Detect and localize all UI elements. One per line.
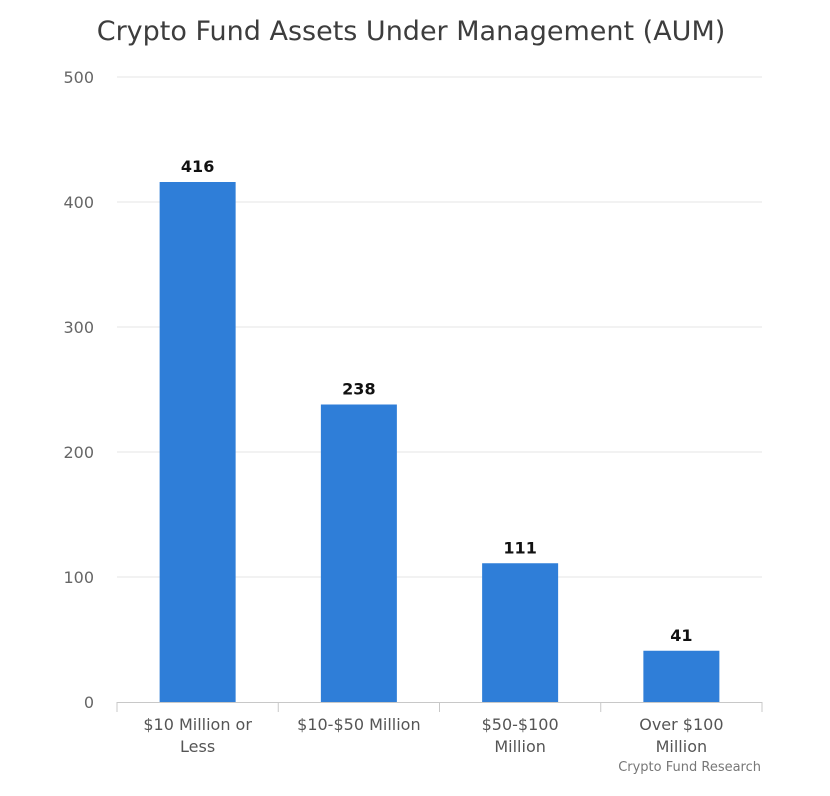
bar	[482, 563, 559, 702]
x-tick-label-line: $10 Million or	[143, 715, 252, 734]
y-tick-label: 0	[84, 693, 94, 712]
bar	[320, 404, 397, 702]
data-label: 111	[503, 538, 536, 557]
x-tick-label: Over $100 Million	[639, 715, 723, 756]
y-axis-ticks: 0 100 200 300 400 500	[63, 68, 94, 712]
chart-credit: Crypto Fund Research	[618, 760, 761, 775]
chart-title: Crypto Fund Assets Under Management (AUM…	[97, 16, 726, 47]
x-tick-label: $50-$100 Million	[482, 715, 559, 756]
data-labels: 416 238 111 41	[181, 157, 693, 645]
x-tick-label-line: $50-$100	[482, 715, 559, 734]
x-tick-label-line: $10-$50 Million	[297, 715, 420, 734]
y-tick-label: 100	[63, 568, 94, 587]
bar	[643, 650, 720, 702]
bar	[159, 182, 236, 702]
x-tick-label: $10-$50 Million	[297, 715, 420, 734]
x-tick-label-line: Over $100	[639, 715, 723, 734]
data-label: 41	[670, 626, 692, 645]
x-tick-label: $10 Million or Less	[143, 715, 252, 756]
x-tick-label-line: Million	[656, 737, 708, 756]
y-tick-label: 200	[63, 443, 94, 462]
y-tick-label: 400	[63, 193, 94, 212]
data-label: 416	[181, 157, 214, 176]
x-tick-label-line: Million	[494, 737, 546, 756]
bars	[159, 182, 720, 702]
x-axis-ticks: $10 Million or Less $10-$50 Million $50-$10…	[143, 715, 723, 756]
y-tick-label: 300	[63, 318, 94, 337]
y-tick-label: 500	[63, 68, 94, 87]
data-label: 238	[342, 380, 375, 399]
x-tick-label-line: Less	[180, 737, 215, 756]
